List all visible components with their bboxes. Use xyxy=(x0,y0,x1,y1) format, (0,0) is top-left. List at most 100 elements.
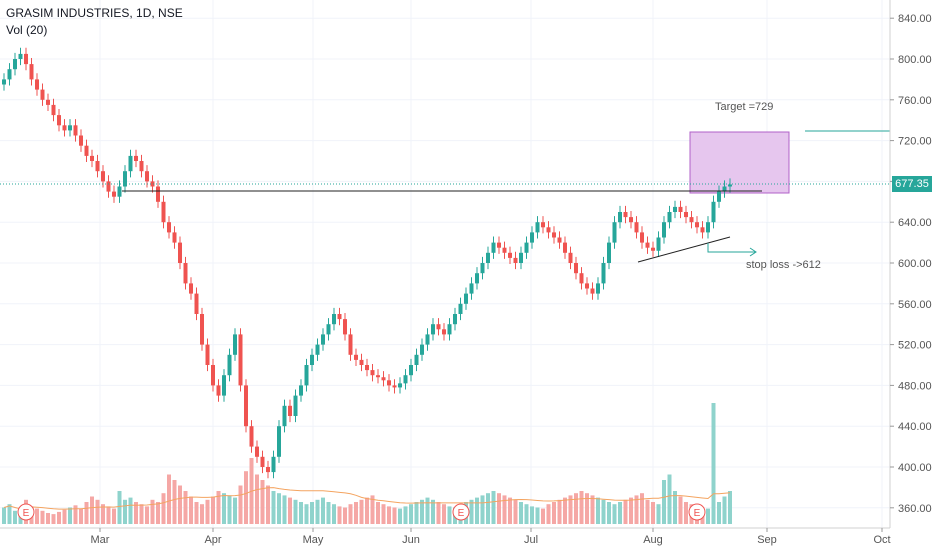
earnings-icon[interactable] xyxy=(17,503,35,521)
candle-body xyxy=(447,324,452,335)
candle-body xyxy=(370,370,375,376)
candle-body xyxy=(112,191,116,197)
candle-body xyxy=(288,405,292,416)
candle-body xyxy=(337,314,342,320)
volume-bar xyxy=(79,508,83,524)
candle-body xyxy=(706,222,710,233)
volume-bar xyxy=(112,508,116,524)
volume-bar xyxy=(194,502,199,524)
volume-bar xyxy=(607,502,611,524)
candle-body xyxy=(469,283,474,294)
volume-bar xyxy=(359,499,364,524)
volume-bar xyxy=(348,504,353,524)
volume-bar xyxy=(310,502,314,524)
volume-bar xyxy=(123,499,127,524)
y-tick-label: 520.00 xyxy=(898,340,932,352)
candle-body xyxy=(29,64,34,80)
candle-body xyxy=(442,329,446,335)
candle-body xyxy=(128,155,133,172)
candle-body xyxy=(436,324,441,330)
x-tick-label: Mar xyxy=(91,534,110,546)
volume-bar xyxy=(2,507,6,524)
candle-body xyxy=(376,375,380,378)
candle-body xyxy=(227,354,232,376)
volume-bar xyxy=(62,509,67,524)
volume-bar xyxy=(205,499,210,524)
candle-body xyxy=(662,222,666,238)
candle-body xyxy=(634,222,639,233)
volume-bar xyxy=(68,507,72,524)
volume-bar xyxy=(266,485,270,524)
volume-bar xyxy=(590,495,595,524)
candle-body xyxy=(310,354,314,365)
volume-bar xyxy=(579,491,584,524)
candle-body xyxy=(95,161,100,172)
volume-bar xyxy=(662,480,666,524)
candlesticks xyxy=(2,47,732,479)
candle-body xyxy=(420,344,424,355)
candle-body xyxy=(123,171,127,187)
volume-bar xyxy=(513,499,518,524)
volume-bar xyxy=(233,497,237,524)
x-tick-label: Oct xyxy=(873,534,890,546)
volume-bar xyxy=(706,508,710,524)
candle-body xyxy=(2,79,6,85)
volume-bar xyxy=(73,505,78,524)
candle-body xyxy=(84,145,89,156)
stop-loss-label: stop loss ->612 xyxy=(746,259,821,271)
candle-body xyxy=(409,365,413,376)
candle-body xyxy=(453,314,457,325)
x-tick-label: Aug xyxy=(643,534,663,546)
volume-bar xyxy=(711,403,716,524)
volume-bar xyxy=(618,502,622,524)
candle-body xyxy=(249,426,254,447)
candle-body xyxy=(387,380,391,386)
candle-body xyxy=(260,456,265,467)
candle-body xyxy=(480,263,485,274)
x-tick-label: Apr xyxy=(204,534,221,546)
volume-bar xyxy=(139,504,144,524)
volume-bar xyxy=(106,506,111,524)
volume-bar xyxy=(656,504,661,524)
candle-body xyxy=(678,206,683,212)
volume-bar xyxy=(343,507,347,524)
volume-bar xyxy=(398,508,402,524)
volume-bar xyxy=(596,497,600,524)
volume-bar xyxy=(447,506,452,524)
volume-bar xyxy=(645,499,650,524)
candle-body xyxy=(618,212,622,223)
candle-body xyxy=(139,161,144,172)
volume-bar xyxy=(634,495,639,524)
candle-body xyxy=(332,314,336,325)
candle-body xyxy=(491,242,496,253)
candle-body xyxy=(145,171,149,182)
candle-body xyxy=(90,155,94,161)
volume-bar xyxy=(420,499,424,524)
volume-bar xyxy=(117,491,122,524)
time-axis[interactable]: Mar Apr May Jun Jul Aug Sep Oct xyxy=(91,528,891,546)
volume-bar xyxy=(722,496,727,524)
y-tick-label: 640.00 xyxy=(898,217,932,229)
earnings-icon[interactable] xyxy=(452,503,470,521)
volume-bar xyxy=(299,502,303,524)
candle-body xyxy=(398,383,402,388)
candle-body xyxy=(282,405,287,427)
candle-body xyxy=(497,242,501,248)
candle-body xyxy=(557,237,562,243)
volume-bar xyxy=(585,493,589,524)
candle-body xyxy=(183,263,188,284)
candle-body xyxy=(200,314,204,345)
y-tick-label: 440.00 xyxy=(898,421,932,433)
candle-body xyxy=(73,125,78,136)
candle-body xyxy=(629,217,633,223)
price-axis[interactable]: 360.00 400.00 440.00 480.00 520.00 560.00 600.… xyxy=(890,13,932,515)
candle-body xyxy=(326,324,331,335)
candle-body xyxy=(475,273,479,284)
volume-bar xyxy=(101,504,105,524)
earnings-icon[interactable] xyxy=(688,503,706,521)
candle-body xyxy=(535,222,540,233)
candle-body xyxy=(365,365,369,371)
volume-bar xyxy=(568,495,573,524)
volume-bar xyxy=(227,495,232,524)
